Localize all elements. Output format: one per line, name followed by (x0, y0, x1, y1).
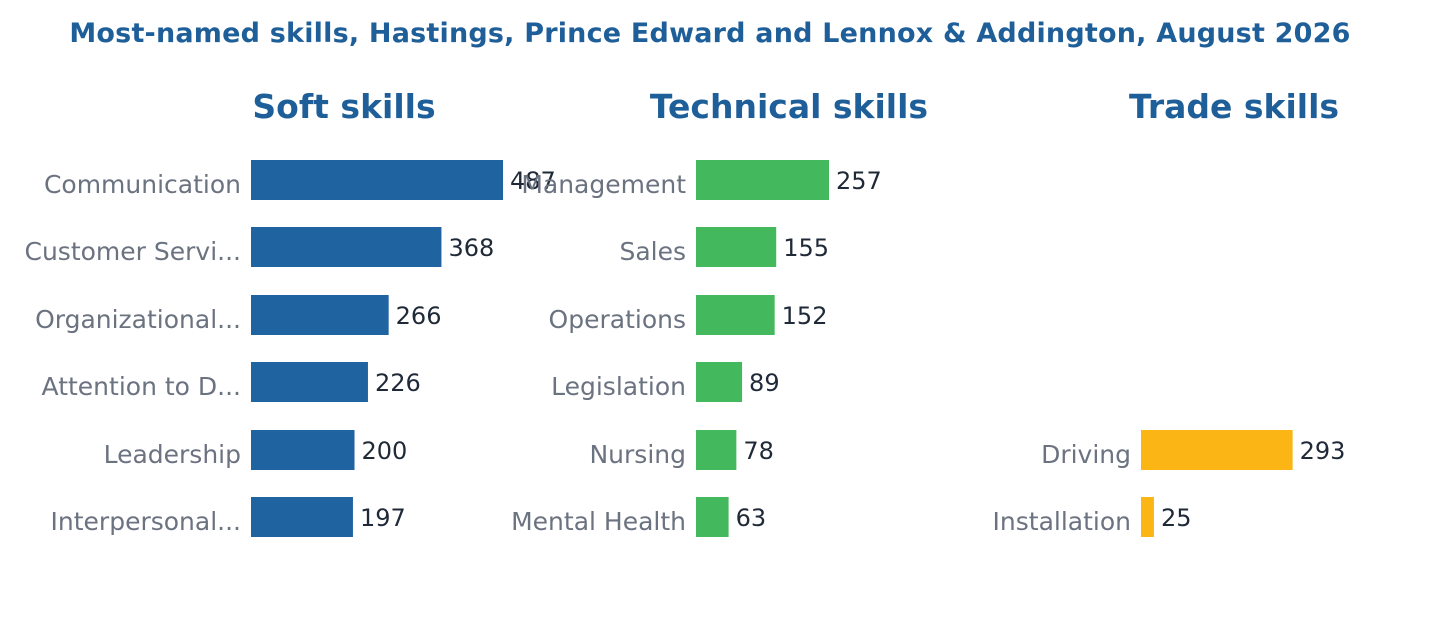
bar (251, 227, 442, 267)
bar (251, 160, 504, 200)
value-label: 197 (360, 504, 406, 532)
category-label: Mental Health (511, 507, 686, 536)
value-label: 257 (836, 167, 882, 195)
chart-title: Most-named skills, Hastings, Prince Edwa… (69, 18, 1351, 49)
value-label: 487 (510, 167, 556, 195)
value-label: 226 (375, 369, 421, 397)
bar (251, 295, 389, 335)
category-label: Management (521, 170, 686, 199)
category-label: Interpersonal... (51, 507, 241, 536)
bar (1141, 497, 1154, 537)
panel-title: Technical skills (650, 87, 928, 126)
bar (251, 497, 353, 537)
bar (696, 227, 777, 267)
bar (1141, 430, 1293, 470)
category-label: Communication (44, 170, 241, 199)
value-label: 368 (448, 234, 494, 262)
value-label: 78 (743, 437, 774, 465)
value-label: 155 (783, 234, 829, 262)
value-label: 293 (1300, 437, 1346, 465)
category-label: Operations (549, 305, 686, 334)
bar (696, 497, 729, 537)
category-label: Customer Servi... (25, 237, 242, 266)
bar (696, 295, 775, 335)
category-label: Leadership (104, 440, 241, 469)
bar (251, 430, 355, 470)
category-label: Legislation (551, 372, 686, 401)
bar (251, 362, 368, 402)
value-label: 200 (362, 437, 408, 465)
bar (696, 362, 743, 402)
category-label: Installation (993, 507, 1131, 536)
panel-title: Trade skills (1129, 87, 1339, 126)
value-label: 25 (1161, 504, 1192, 532)
category-label: Organizational... (35, 305, 241, 334)
category-label: Nursing (589, 440, 686, 469)
category-label: Driving (1041, 440, 1131, 469)
value-label: 89 (749, 369, 780, 397)
bar (696, 160, 829, 200)
value-label: 266 (396, 302, 442, 330)
category-label: Attention to D... (42, 372, 241, 401)
category-label: Sales (619, 237, 686, 266)
value-label: 63 (736, 504, 767, 532)
bar (696, 430, 737, 470)
value-label: 152 (782, 302, 828, 330)
panel-title: Soft skills (252, 87, 435, 126)
